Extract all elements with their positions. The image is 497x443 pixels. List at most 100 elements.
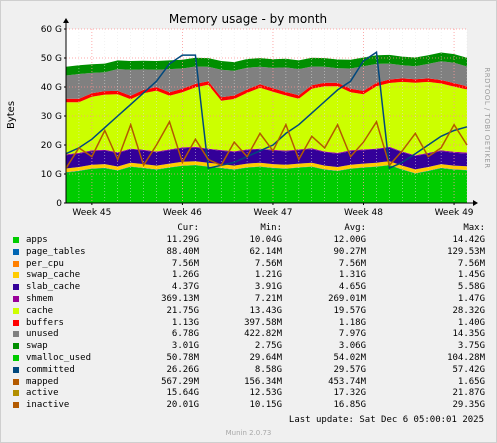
legend-swatch bbox=[13, 331, 19, 338]
line-series bbox=[65, 50, 468, 170]
legend-avg: 29.57G bbox=[333, 364, 366, 375]
y-tick-label-4: 40 G bbox=[41, 83, 62, 93]
y-axis-arrow bbox=[63, 18, 69, 23]
legend-max: 3.75G bbox=[457, 341, 485, 352]
legend-max: 21.87G bbox=[452, 388, 485, 399]
legend-row-unused: unused 6.78G 422.82M 7.97G 14.35G bbox=[0, 328, 497, 340]
legend-name: swap_cache bbox=[26, 270, 81, 281]
header-avg: Avg: bbox=[344, 223, 366, 233]
grid-lines bbox=[65, 28, 468, 203]
legend-min: 2.75G bbox=[254, 341, 282, 352]
last-update: Last update: Sat Dec 6 05:00:01 2025 bbox=[288, 415, 484, 425]
header-cur: Cur: bbox=[177, 223, 199, 233]
legend-name: committed bbox=[26, 364, 75, 375]
area-slab-cache bbox=[66, 147, 467, 170]
y-tick-label-5: 50 G bbox=[41, 54, 62, 64]
legend-row-committed: committed 26.26G 8.58G 29.57G 57.42G bbox=[0, 364, 497, 376]
legend-name: mapped bbox=[26, 376, 59, 387]
legend-row-buffers: buffers 1.13G 397.58M 1.18G 1.40G bbox=[0, 317, 497, 329]
legend-swatch bbox=[13, 260, 19, 267]
axes bbox=[63, 18, 478, 206]
legend-row-inactive: inactive 20.01G 10.15G 16.85G 29.35G bbox=[0, 399, 497, 411]
y-tick-labels: 0 10 G 20 G 30 G 40 G 50 G 60 G bbox=[41, 25, 66, 209]
legend-row-apps: apps 11.29G 10.04G 12.00G 14.42G bbox=[0, 234, 497, 246]
legend-swatch bbox=[13, 378, 19, 385]
legend-swatch bbox=[13, 307, 19, 314]
legend-max: 1.47G bbox=[457, 294, 485, 304]
x-tick-label-4: Week 49 bbox=[435, 208, 474, 218]
legend-swatch bbox=[13, 272, 19, 279]
legend-row-mapped: mapped 567.29M 156.34M 453.74M 1.65G bbox=[0, 376, 497, 388]
legend-cur: 567.29M bbox=[161, 376, 199, 387]
y-axis-label: Bytes bbox=[6, 101, 17, 129]
legend-row-page-tables: page_tables 88.40M 62.14M 90.27M 129.53M bbox=[0, 246, 497, 258]
legend-max: 104.28M bbox=[447, 353, 485, 363]
legend-row-swap-cache: swap_cache 1.26G 1.21G 1.31G 1.45G bbox=[0, 269, 497, 281]
legend-name: apps bbox=[26, 235, 48, 245]
header-min: Min: bbox=[260, 223, 282, 233]
legend-row-swap: swap 3.01G 2.75G 3.06G 3.75G bbox=[0, 340, 497, 352]
legend-cur: 50.78M bbox=[166, 353, 199, 363]
legend-swatch bbox=[13, 284, 19, 291]
legend-swatch bbox=[13, 319, 19, 326]
memory-chart: Memory usage - by month Bytes RRDTOOL / … bbox=[6, 12, 491, 218]
header-max: Max: bbox=[463, 223, 485, 233]
legend-min: 422.82M bbox=[244, 329, 282, 340]
legend-min: 10.15G bbox=[249, 400, 282, 411]
legend-cur: 88.40M bbox=[166, 246, 199, 257]
legend-cur: 4.37G bbox=[171, 282, 199, 293]
legend-min: 13.43G bbox=[249, 305, 282, 316]
legend-swatch bbox=[13, 402, 19, 409]
legend-max: 1.45G bbox=[457, 270, 485, 281]
legend-swatch bbox=[13, 296, 19, 302]
legend-min: 12.53G bbox=[249, 388, 282, 399]
x-tick-label-3: Week 48 bbox=[344, 208, 383, 218]
legend-min: 62.14M bbox=[249, 246, 282, 257]
legend-avg: 269.01M bbox=[328, 294, 366, 304]
legend-swatch bbox=[13, 355, 19, 361]
legend-name: inactive bbox=[26, 400, 70, 411]
legend-cur: 6.78G bbox=[171, 329, 199, 340]
legend-cur: 21.75G bbox=[166, 305, 199, 316]
area-unused bbox=[66, 61, 467, 99]
legend-cur: 15.64G bbox=[166, 388, 199, 399]
rrdtool-credit: RRDTOOL / TOBI OETIKER bbox=[483, 67, 491, 168]
legend-row-cache: cache 21.75G 13.43G 19.57G 28.32G bbox=[0, 305, 497, 317]
legend-swatch bbox=[13, 248, 19, 255]
legend-avg: 4.65G bbox=[338, 282, 366, 293]
legend-avg: 54.02M bbox=[333, 353, 366, 363]
area-swap-cache bbox=[66, 161, 467, 174]
legend-max: 14.42G bbox=[452, 235, 485, 245]
legend-min: 397.58M bbox=[244, 317, 282, 328]
legend-avg: 90.27M bbox=[333, 246, 366, 257]
legend-max: 7.56M bbox=[457, 258, 485, 269]
legend-min: 10.04G bbox=[249, 235, 282, 245]
legend-avg: 453.74M bbox=[328, 376, 366, 387]
legend-avg: 1.18G bbox=[338, 317, 366, 328]
stacked-areas bbox=[66, 52, 467, 203]
legend-min: 1.21G bbox=[254, 270, 282, 281]
legend-row-vmalloc-used: vmalloc_used 50.78M 29.64M 54.02M 104.28M bbox=[0, 352, 497, 364]
legend-avg: 7.56M bbox=[338, 258, 366, 269]
legend-name: swap bbox=[26, 341, 48, 352]
legend-cur: 1.13G bbox=[171, 317, 199, 328]
legend-max: 57.42G bbox=[452, 364, 485, 375]
legend-max: 14.35G bbox=[452, 329, 485, 340]
legend-max: 129.53M bbox=[447, 246, 485, 257]
legend-row-shmem: shmem 369.13M 7.21M 269.01M 1.47G bbox=[0, 293, 497, 305]
legend-name: shmem bbox=[26, 294, 54, 304]
legend-min: 8.58G bbox=[254, 364, 282, 375]
legend-row-per-cpu: per_cpu 7.56M 7.56M 7.56M 7.56M bbox=[0, 258, 497, 270]
chart-title: Memory usage - by month bbox=[169, 12, 327, 26]
legend-name: per_cpu bbox=[26, 258, 64, 269]
legend-name: buffers bbox=[26, 317, 64, 328]
y-tick-label-0: 0 bbox=[56, 199, 62, 209]
legend-min: 7.21M bbox=[254, 294, 282, 304]
y-tick-label-3: 30 G bbox=[41, 112, 62, 122]
legend-cur: 20.01G bbox=[166, 400, 199, 411]
legend-min: 7.56M bbox=[254, 258, 282, 269]
legend-max: 1.40G bbox=[457, 317, 485, 328]
munin-version: Munin 2.0.73 bbox=[225, 429, 272, 437]
legend-name: slab_cache bbox=[26, 282, 81, 293]
legend-avg: 19.57G bbox=[333, 305, 366, 316]
